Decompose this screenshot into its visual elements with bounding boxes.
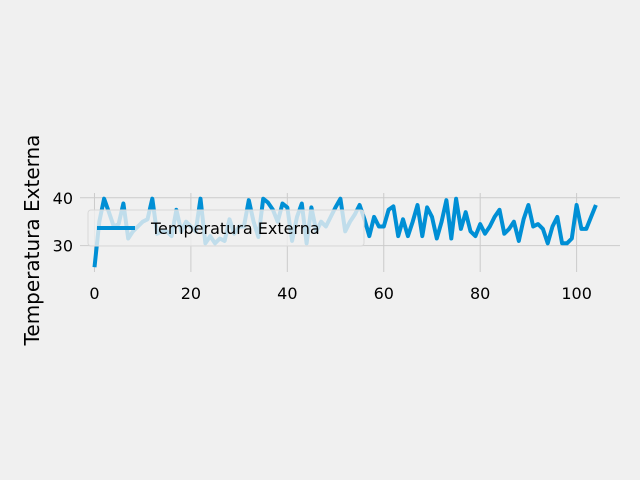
y-tick-label: 40 bbox=[53, 189, 73, 208]
y-tick-labels: 30 40 bbox=[53, 189, 73, 256]
y-axis-label: Temperatura Externa bbox=[20, 135, 44, 347]
y-tick-label: 30 bbox=[53, 237, 73, 256]
x-tick-label: 60 bbox=[374, 284, 394, 303]
x-tick-label: 20 bbox=[181, 284, 201, 303]
legend: Temperatura Externa bbox=[87, 209, 365, 247]
x-tick-label: 80 bbox=[470, 284, 490, 303]
legend-box bbox=[87, 209, 365, 247]
legend-label: Temperatura Externa bbox=[150, 219, 320, 238]
x-tick-label: 40 bbox=[277, 284, 297, 303]
x-tick-labels: 0 20 40 60 80 100 bbox=[89, 284, 592, 303]
x-tick-label: 0 bbox=[89, 284, 99, 303]
x-tick-label: 100 bbox=[561, 284, 592, 303]
